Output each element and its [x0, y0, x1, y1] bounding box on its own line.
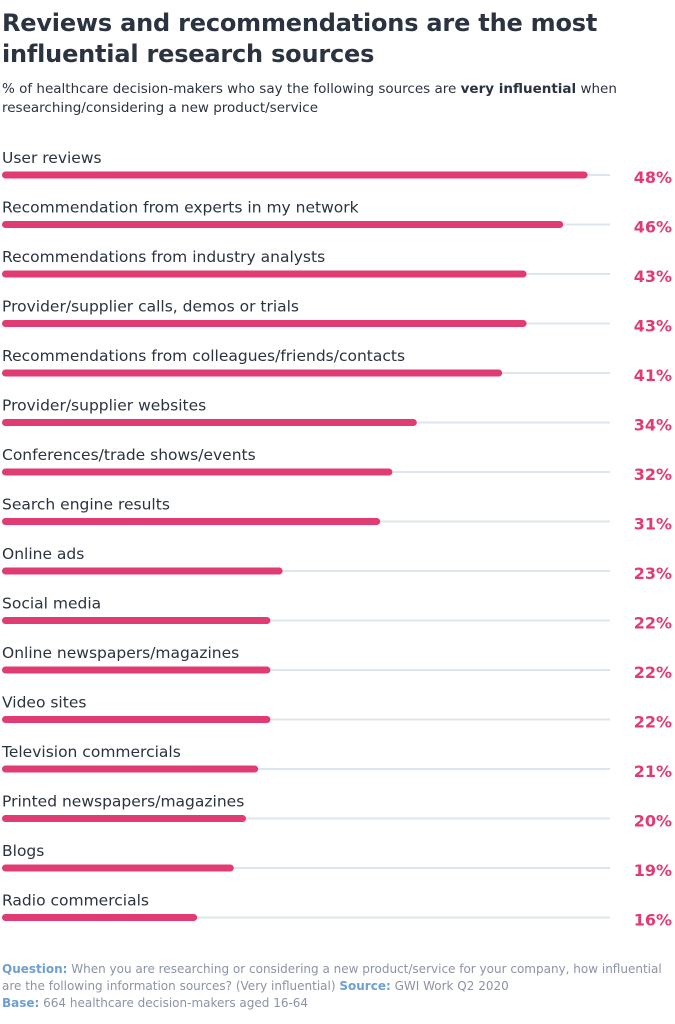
base-text: 664 healthcare decision-makers aged 16-6…	[39, 996, 309, 1010]
value-label: 32%	[634, 465, 672, 484]
bar	[2, 320, 527, 327]
bar-row: Online ads 23%	[2, 545, 672, 583]
value-label: 41%	[634, 366, 672, 385]
bar	[2, 518, 381, 525]
value-label: 21%	[634, 762, 672, 781]
bar	[2, 765, 259, 773]
category-label: Printed newspapers/magazines	[2, 793, 244, 811]
bar-row: Recommendations from colleagues/friends/…	[2, 347, 672, 385]
bar-row: Provider/supplier calls, demos or trials…	[2, 298, 672, 336]
bar	[2, 468, 393, 476]
bar	[2, 270, 527, 278]
value-label: 22%	[634, 614, 672, 633]
category-label: Radio commercials	[2, 892, 149, 910]
subtitle-emphasis: very influential	[460, 81, 577, 97]
source-label: Source:	[339, 979, 391, 993]
value-label: 19%	[634, 861, 672, 880]
bar-row: User reviews 48%	[2, 149, 672, 187]
subtitle-text: % of healthcare decision-makers who say …	[2, 81, 461, 97]
bar	[2, 567, 283, 575]
bar-row: Social media 22%	[2, 595, 672, 633]
question-label: Question:	[2, 962, 68, 976]
bar-row: Online newspapers/magazines 22%	[2, 644, 672, 682]
category-label: Social media	[2, 595, 101, 613]
bar	[2, 716, 271, 723]
bar	[2, 864, 234, 872]
bar-row: Provider/supplier websites 34%	[2, 397, 672, 435]
category-label: Conferences/trade shows/events	[2, 446, 256, 464]
question-text: When you are researching or considering …	[2, 962, 662, 993]
bar-row: Conferences/trade shows/events 32%	[2, 446, 672, 484]
value-label: 31%	[634, 515, 672, 534]
chart-title: Reviews and recommendations are the most…	[2, 9, 598, 68]
value-label: 22%	[634, 663, 672, 682]
bar	[2, 171, 588, 179]
chart-footer: Question: When you are researching or co…	[2, 961, 668, 1012]
value-label: 34%	[634, 416, 672, 435]
bar	[2, 914, 198, 921]
value-label: 22%	[634, 713, 672, 732]
category-label: Recommendations from industry analysts	[2, 248, 325, 266]
bar-row: Recommendations from industry analysts 43…	[2, 248, 672, 286]
category-label: Blogs	[2, 842, 44, 860]
bar-row: Blogs 19%	[2, 842, 672, 880]
value-label: 43%	[634, 267, 672, 286]
value-label: 43%	[634, 317, 672, 336]
bar	[2, 815, 246, 822]
bar	[2, 221, 564, 228]
bar-chart: User reviews 48% Recommendation from exper…	[1, 149, 672, 930]
bar-row: Television commercials 21%	[1, 743, 672, 781]
category-label: Online newspapers/magazines	[2, 644, 239, 662]
source-text: GWI Work Q2 2020	[390, 979, 509, 993]
value-label: 20%	[634, 812, 672, 831]
bar	[2, 666, 271, 674]
category-label: Search engine results	[2, 496, 170, 514]
base-label: Base:	[2, 996, 40, 1010]
bar-row: Printed newspapers/magazines 20%	[2, 793, 672, 831]
bar	[2, 419, 417, 426]
category-label: Video sites	[2, 694, 86, 712]
value-label: 16%	[634, 911, 672, 930]
value-label: 48%	[634, 168, 672, 187]
subtitle-text-end: when researching/considering a new produ…	[2, 81, 617, 116]
chart-subtitle: % of healthcare decision-makers who say …	[2, 80, 670, 118]
bar-row: Recommendation from experts in my networ…	[2, 199, 672, 237]
bar-row: Radio commercials 16%	[2, 892, 672, 930]
value-label: 23%	[634, 564, 672, 583]
bar	[2, 617, 271, 624]
category-label: Provider/supplier calls, demos or trials	[2, 298, 299, 316]
bar-row: Search engine results 31%	[2, 496, 672, 534]
bar	[2, 369, 503, 377]
category-label: Recommendation from experts in my networ…	[2, 199, 359, 217]
bar-row: Video sites 22%	[2, 694, 672, 732]
category-label: Provider/supplier websites	[2, 397, 206, 415]
value-label: 46%	[634, 218, 672, 237]
category-label: Television commercials	[1, 743, 181, 761]
category-label: User reviews	[2, 149, 102, 167]
category-label: Online ads	[2, 545, 84, 563]
category-label: Recommendations from colleagues/friends/…	[2, 347, 405, 365]
